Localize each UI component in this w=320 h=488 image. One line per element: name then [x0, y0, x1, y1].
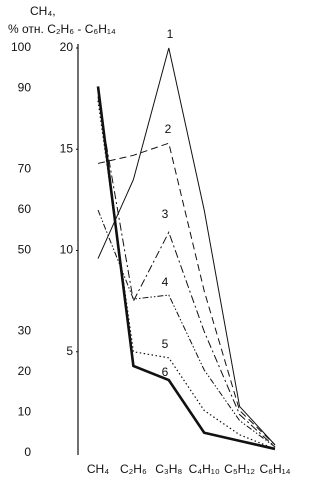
- series-label: 6: [162, 365, 169, 379]
- y-tick-label: 0: [24, 445, 31, 459]
- x-tick-label: CH₄: [87, 462, 109, 476]
- chart-title: CH₄,: [30, 4, 56, 18]
- chart-subtitle: % отн. C₂H₆ - C₆H₁₄: [8, 22, 116, 36]
- x-tick-label: C₄H₁₀: [189, 462, 220, 476]
- y2-tick-label: 20: [60, 40, 74, 54]
- y-tick-label: 90: [18, 81, 32, 95]
- x-tick-label: C₃H₈: [155, 462, 182, 476]
- x-tick-label: C₂H₆: [120, 462, 147, 476]
- series-label: 1: [167, 27, 174, 41]
- y-tick-label: 20: [18, 364, 32, 378]
- x-tick-label: C₅H₁₂: [224, 462, 255, 476]
- series-label: 3: [162, 207, 169, 221]
- series-line: [96, 86, 276, 451]
- series-label: 5: [162, 337, 169, 351]
- series-line: [97, 209, 276, 448]
- y-tick-label: 60: [18, 202, 32, 216]
- y-tick-label: 50: [18, 243, 32, 257]
- series-line: [97, 100, 276, 450]
- y2-tick-label: 5: [66, 344, 73, 358]
- series-label: 2: [165, 122, 172, 136]
- series-label: 4: [162, 275, 169, 289]
- y-tick-label: 70: [18, 162, 32, 176]
- series-line: [97, 47, 276, 446]
- y-tick-label: 10: [18, 405, 32, 419]
- y-tick-label: 100: [11, 40, 31, 54]
- series-line: [97, 96, 276, 448]
- y-tick-label: 30: [18, 324, 32, 338]
- series-line: [97, 142, 276, 446]
- y2-tick-label: 15: [60, 141, 74, 155]
- x-tick-label: C₆H₁₄: [259, 462, 290, 476]
- y2-tick-label: 10: [60, 243, 74, 257]
- chart: CH₄, % отн. C₂H₆ - C₆H₁₄ 0 10 20 30 50 60 70 90…: [8, 4, 291, 476]
